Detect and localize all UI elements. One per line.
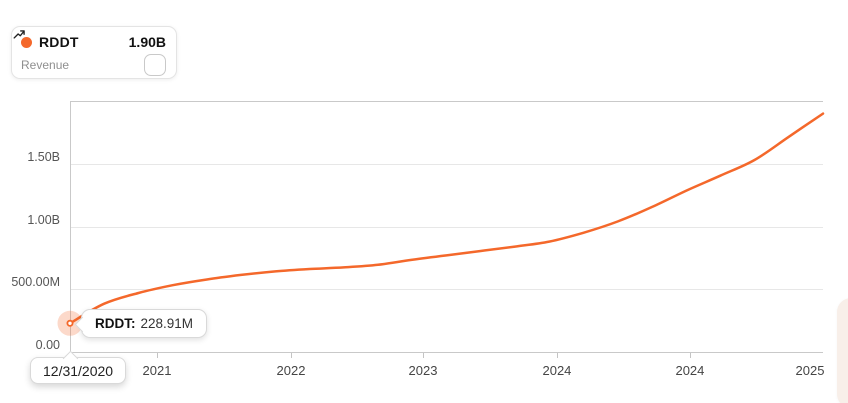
legend-current-value: 1.90B <box>128 34 166 50</box>
point-tooltip-symbol: RDDT: <box>95 316 136 331</box>
x-axis-label: 2021 <box>142 363 172 378</box>
legend-metric-label: Revenue <box>21 58 70 72</box>
point-tooltip-value: 228.91M <box>140 316 194 331</box>
legend-row-symbol: RDDT 1.90B <box>21 34 166 50</box>
x-axis-label: 2024 <box>542 363 572 378</box>
legend-symbol: RDDT <box>39 34 79 50</box>
revenue-line[interactable] <box>68 112 825 325</box>
legend-card[interactable]: RDDT 1.90B Revenue <box>11 26 177 79</box>
x-axis-label: 2024 <box>675 363 705 378</box>
legend-row-metric: Revenue <box>13 30 166 76</box>
y-axis-label: 500.00M <box>11 275 60 290</box>
date-tooltip-text: 12/31/2020 <box>43 362 114 379</box>
hover-point-dot <box>66 319 74 327</box>
point-tooltip: RDDT: 228.91M <box>81 309 208 338</box>
y-axis-label: 0.00 <box>35 338 60 352</box>
open-chart-button[interactable] <box>13 30 166 76</box>
x-axis-label: 2023 <box>408 363 438 378</box>
edge-peek-widget[interactable] <box>837 298 848 403</box>
y-axis-label: 1.50B <box>27 149 60 164</box>
x-axis-label: 2025 <box>795 363 825 378</box>
series-color-dot-icon <box>21 36 32 48</box>
date-tooltip: 12/31/2020 <box>30 357 127 384</box>
y-axis-label: 1.00B <box>27 212 60 227</box>
x-axis-label: 2022 <box>276 363 306 378</box>
